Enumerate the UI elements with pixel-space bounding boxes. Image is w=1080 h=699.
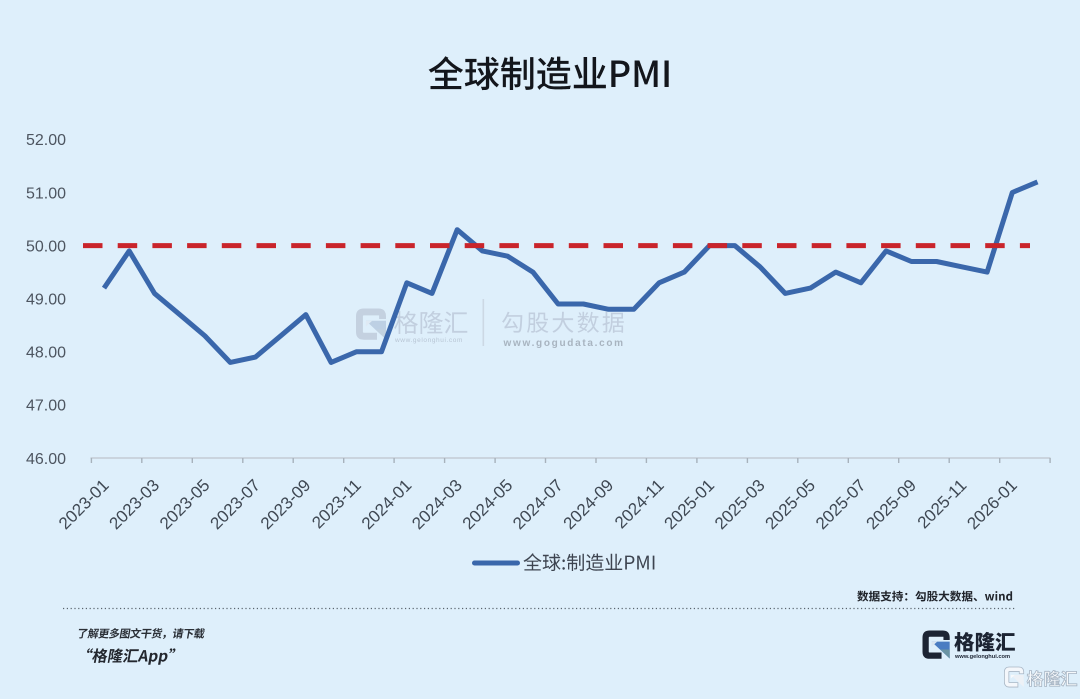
svg-text:www.gelonghui.com: www.gelonghui.com: [394, 337, 463, 344]
svg-text:2023-11: 2023-11: [308, 476, 365, 533]
svg-text:2025-09: 2025-09: [862, 476, 920, 534]
svg-text:www.gelonghui.com: www.gelonghui.com: [954, 654, 1010, 660]
svg-text:2023-03: 2023-03: [106, 476, 164, 534]
svg-text:www.gogudata.com: www.gogudata.com: [503, 338, 625, 349]
svg-text:2024-09: 2024-09: [560, 476, 618, 534]
svg-text:2024-07: 2024-07: [509, 476, 567, 534]
svg-text:2025-11: 2025-11: [914, 476, 971, 533]
svg-text:46.00: 46.00: [26, 451, 66, 468]
svg-text:2024-03: 2024-03: [408, 476, 466, 534]
svg-text:2025-03: 2025-03: [711, 476, 769, 534]
svg-text:2025-01: 2025-01: [661, 476, 719, 534]
svg-text:51.00: 51.00: [26, 185, 66, 202]
svg-text:2025-05: 2025-05: [761, 476, 819, 534]
svg-text:50.00: 50.00: [26, 238, 66, 255]
svg-text:2024-01: 2024-01: [358, 476, 416, 534]
svg-text:48.00: 48.00: [26, 345, 66, 362]
svg-text:2024-05: 2024-05: [459, 476, 517, 534]
svg-text:52.00: 52.00: [26, 132, 66, 149]
svg-text:2023-09: 2023-09: [257, 476, 315, 534]
svg-text:2025-07: 2025-07: [812, 476, 870, 534]
svg-text:47.00: 47.00: [26, 398, 66, 415]
svg-text:2026-01: 2026-01: [963, 476, 1021, 534]
svg-text:49.00: 49.00: [26, 292, 66, 309]
svg-text:2023-05: 2023-05: [156, 476, 214, 534]
svg-text:2023-07: 2023-07: [206, 476, 264, 534]
svg-text:2023-01: 2023-01: [55, 476, 113, 534]
svg-text:2024-11: 2024-11: [611, 476, 668, 533]
